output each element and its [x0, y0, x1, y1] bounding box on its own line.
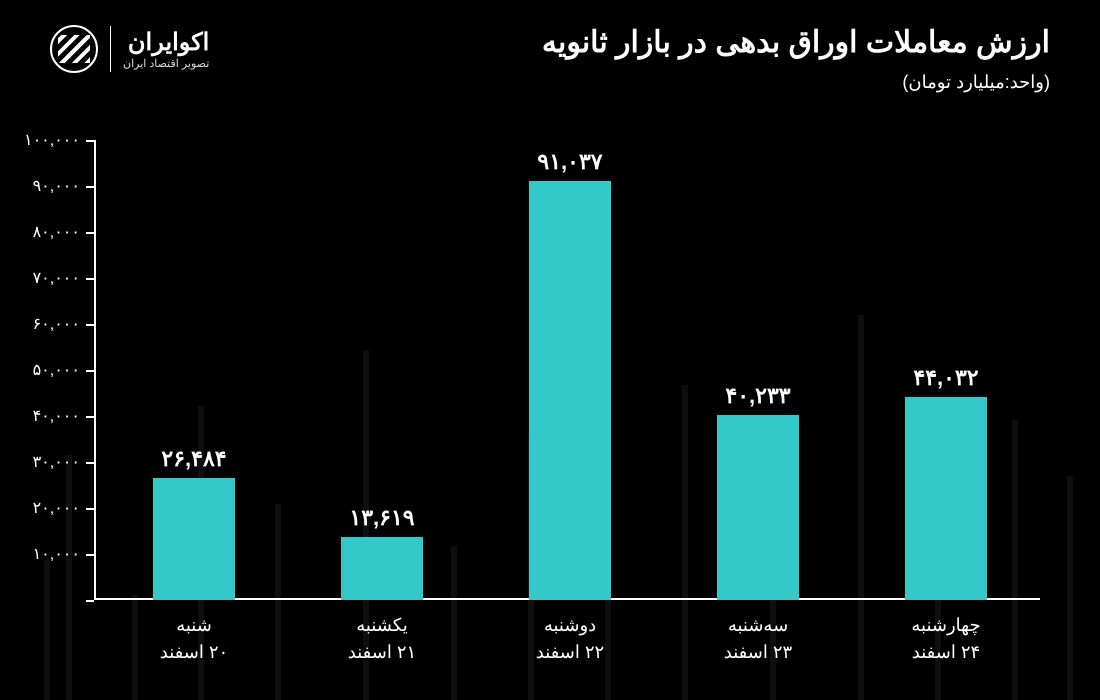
bar-value-label: ۴۴,۰۳۲	[913, 365, 978, 391]
bar	[341, 537, 423, 600]
bar-group: ۹۱,۰۳۷	[485, 149, 654, 600]
y-axis-label: ۹۰,۰۰۰	[33, 176, 80, 196]
logo-tagline: تصویر اقتصاد ایران	[123, 57, 209, 70]
y-tick	[86, 554, 94, 556]
y-tick	[86, 186, 94, 188]
x-axis-label: چهارشنبه۲۴ اسفند	[861, 612, 1030, 666]
bar-group: ۱۳,۶۱۹	[297, 505, 466, 600]
x-axis-label: دوشنبه۲۲ اسفند	[485, 612, 654, 666]
y-axis-label: ۱۰۰,۰۰۰	[24, 130, 80, 150]
bars-container: ۲۶,۴۸۴ ۱۳,۶۱۹ ۹۱,۰۳۷ ۴۰,۲۳۳ ۴۴,۰۳۲	[100, 140, 1040, 600]
bar	[717, 415, 799, 600]
chart-title: ارزش معاملات اوراق بدهی در بازار ثانویه	[542, 25, 1050, 60]
logo-name: اکوایران	[123, 28, 209, 57]
bar-group: ۴۴,۰۳۲	[861, 365, 1030, 600]
x-axis-label: یکشنبه۲۱ اسفند	[297, 612, 466, 666]
bar-group: ۲۶,۴۸۴	[109, 446, 278, 600]
y-axis-label: ۳۰,۰۰۰	[33, 452, 80, 472]
y-tick	[86, 508, 94, 510]
y-axis-label: ۱۰,۰۰۰	[33, 544, 80, 564]
y-tick	[86, 416, 94, 418]
x-labels: شنبه۲۰ اسفند یکشنبه۲۱ اسفند دوشنبه۲۲ اسفند…	[100, 612, 1040, 666]
bar-group: ۴۰,۲۳۳	[673, 383, 842, 600]
y-axis-label: ۶۰,۰۰۰	[33, 314, 80, 334]
bar-value-label: ۹۱,۰۳۷	[537, 149, 602, 175]
bar-value-label: ۴۰,۲۳۳	[725, 383, 790, 409]
y-axis	[94, 140, 96, 600]
bar-value-label: ۱۳,۶۱۹	[349, 505, 414, 531]
chart-area: ۱۰,۰۰۰۲۰,۰۰۰۳۰,۰۰۰۴۰,۰۰۰۵۰,۰۰۰۶۰,۰۰۰۷۰,۰…	[100, 140, 1040, 600]
y-tick	[86, 324, 94, 326]
y-axis-label: ۲۰,۰۰۰	[33, 498, 80, 518]
chart-subtitle: (واحد:میلیارد تومان)	[542, 72, 1050, 93]
y-tick	[86, 140, 94, 142]
y-tick	[86, 232, 94, 234]
y-tick	[86, 600, 94, 602]
y-axis-label: ۸۰,۰۰۰	[33, 222, 80, 242]
bar	[153, 478, 235, 600]
x-axis-label: سه‌شنبه۲۳ اسفند	[673, 612, 842, 666]
logo-divider	[110, 26, 111, 72]
bar	[529, 181, 611, 600]
y-axis-label: ۴۰,۰۰۰	[33, 406, 80, 426]
y-tick	[86, 278, 94, 280]
y-tick	[86, 462, 94, 464]
x-axis-label: شنبه۲۰ اسفند	[109, 612, 278, 666]
y-axis-label: ۵۰,۰۰۰	[33, 360, 80, 380]
bar-value-label: ۲۶,۴۸۴	[161, 446, 226, 472]
logo-icon	[50, 25, 98, 73]
logo: اکوایران تصویر اقتصاد ایران	[50, 25, 209, 73]
y-tick	[86, 370, 94, 372]
header: ارزش معاملات اوراق بدهی در بازار ثانویه …	[0, 0, 1100, 103]
bar	[905, 397, 987, 600]
y-axis-label: ۷۰,۰۰۰	[33, 268, 80, 288]
